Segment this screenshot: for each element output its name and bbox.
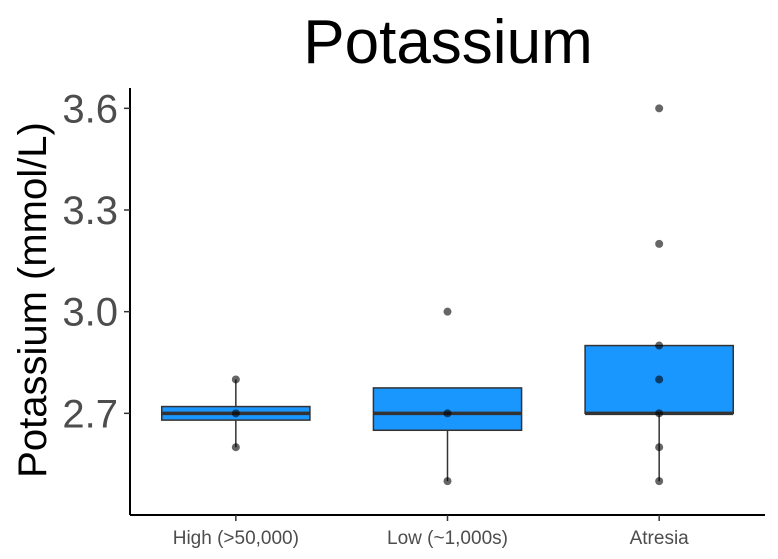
y-tick-label: 3.6	[62, 87, 118, 131]
chart-title: Potassium	[303, 8, 592, 77]
data-point	[655, 375, 664, 384]
axis-ticks: 2.7 3.0 3.3 3.6 High (>50,000) Low (~1,000s) A…	[62, 87, 689, 549]
data-point	[655, 409, 664, 418]
data-point	[443, 307, 452, 316]
x-tick-label: High (>50,000)	[173, 528, 299, 549]
data-point	[655, 239, 664, 248]
data-point	[231, 443, 240, 452]
y-tick-label: 3.0	[62, 291, 118, 335]
box-2	[372, 387, 523, 482]
x-tick-label: Low (~1,000s)	[387, 528, 508, 549]
data-point	[443, 409, 452, 418]
data-point	[231, 409, 240, 418]
data-point	[443, 477, 452, 486]
y-tick-label: 2.7	[62, 392, 118, 436]
y-axis-label: Potassium (mmol/L)	[11, 122, 55, 478]
data-point	[655, 341, 664, 350]
y-tick-label: 3.3	[62, 189, 118, 233]
box-body	[372, 387, 523, 432]
data-point	[655, 104, 664, 113]
data-point	[655, 477, 664, 486]
data-point	[231, 375, 240, 384]
data-point	[655, 443, 664, 452]
x-tick-label: Atresia	[630, 528, 690, 549]
plot-area	[161, 104, 734, 486]
